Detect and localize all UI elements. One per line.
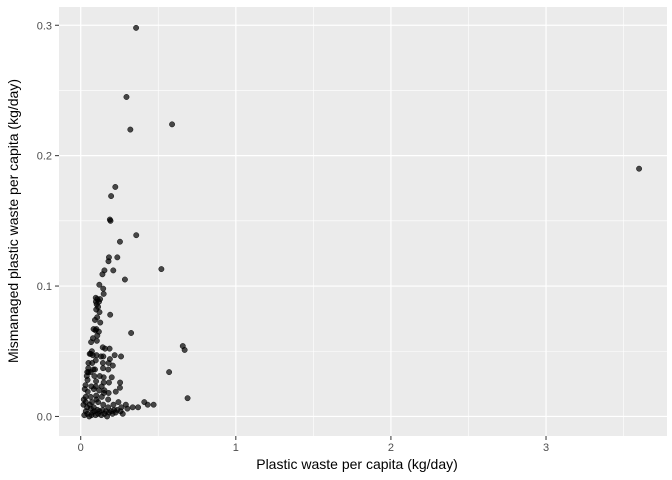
data-point (112, 183, 119, 190)
major-gridlines (59, 7, 667, 436)
data-point (129, 404, 136, 411)
data-point (84, 376, 91, 383)
x-tick-label: 3 (543, 442, 549, 454)
data-point (87, 393, 94, 400)
data-point (128, 330, 135, 336)
data-point (96, 309, 103, 316)
data-point (117, 384, 123, 391)
x-tick-label: 1 (233, 442, 239, 454)
data-point (135, 404, 142, 411)
data-point (117, 379, 124, 386)
data-point (92, 366, 98, 373)
data-point (84, 388, 91, 395)
y-axis: 0.0 0.1 0.2 0.3 (37, 20, 59, 423)
data-point (105, 379, 112, 386)
data-point (107, 217, 114, 224)
data-point (87, 369, 94, 376)
data-point (92, 357, 99, 364)
data-point (98, 393, 105, 400)
data-point (105, 396, 112, 403)
data-point (95, 399, 102, 406)
data-point (166, 369, 173, 376)
y-tick-label: 0.0 (37, 411, 52, 423)
data-point (119, 410, 126, 417)
data-point (111, 352, 118, 359)
y-tick-label: 0.1 (37, 281, 52, 293)
data-point (127, 126, 134, 133)
data-point (115, 399, 122, 406)
data-point (100, 401, 107, 408)
data-point (169, 121, 176, 128)
data-point (100, 353, 107, 360)
data-point (81, 412, 88, 419)
data-point (150, 401, 157, 408)
data-point (104, 413, 111, 420)
data-point (100, 285, 107, 292)
data-point (93, 378, 100, 385)
data-point (100, 290, 107, 297)
data-point (97, 319, 104, 326)
data-point (110, 401, 117, 408)
data-point (158, 266, 165, 273)
data-point (107, 311, 114, 318)
data-point (106, 345, 113, 352)
data-point (90, 386, 97, 393)
data-point (99, 360, 106, 366)
data-point (109, 410, 116, 417)
data-points (80, 24, 643, 420)
minor-gridlines (59, 7, 667, 436)
data-point (112, 388, 119, 395)
data-point (88, 339, 95, 346)
x-tick-label: 0 (78, 442, 84, 454)
data-point (92, 316, 98, 323)
data-point (105, 258, 112, 265)
data-point (121, 276, 128, 283)
x-axis-title: Plastic waste per capita (kg/day) (256, 456, 458, 472)
data-point (86, 413, 93, 420)
data-point (109, 362, 116, 369)
data-point (123, 94, 130, 100)
data-point (100, 374, 107, 381)
data-point (98, 412, 105, 419)
data-point (118, 353, 124, 360)
y-tick-label: 0.3 (37, 20, 52, 32)
data-point (96, 281, 103, 288)
data-point (117, 238, 123, 245)
data-point (133, 232, 140, 239)
data-point (636, 165, 643, 172)
data-point (181, 346, 188, 353)
x-tick-label: 2 (388, 442, 394, 454)
data-point (100, 365, 106, 372)
plot-panel (59, 7, 667, 436)
data-point (133, 24, 140, 31)
data-point (105, 360, 112, 366)
data-point (92, 412, 99, 419)
data-point (110, 267, 117, 274)
data-point (108, 193, 115, 200)
data-point (114, 254, 121, 261)
y-tick-label: 0.2 (37, 151, 52, 163)
data-point (105, 366, 112, 373)
data-point (105, 390, 112, 396)
data-point (96, 387, 103, 394)
data-point (108, 374, 115, 381)
data-point (124, 405, 131, 412)
y-axis-title: Mismanaged plastic waste per capita (kg/… (5, 79, 21, 363)
data-point (144, 401, 151, 408)
data-point (184, 395, 191, 402)
data-point (93, 337, 100, 344)
x-axis: 0 1 2 3 (78, 436, 549, 454)
data-point (99, 271, 106, 278)
data-point (91, 373, 98, 379)
